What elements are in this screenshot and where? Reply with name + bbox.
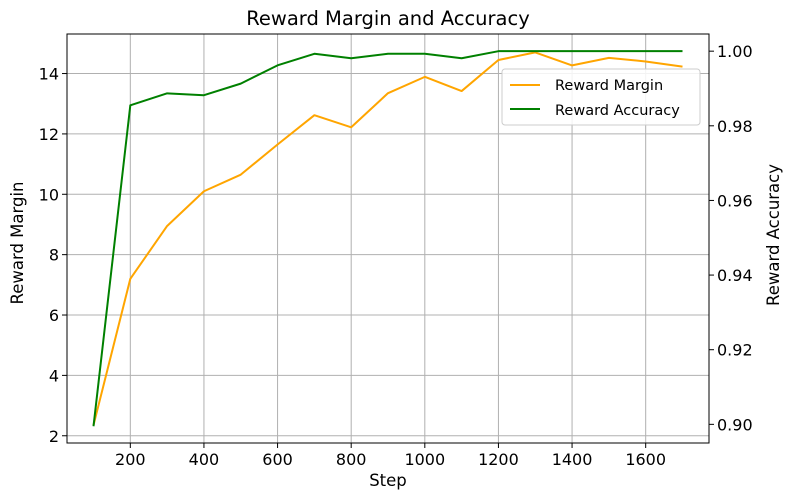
y-left-tick-label: 6 — [49, 306, 59, 325]
legend-label-reward-accuracy: Reward Accuracy — [555, 103, 680, 119]
y-left-tick-label: 10 — [39, 185, 59, 204]
x-tick-label: 1000 — [404, 450, 445, 469]
y-right-tick-label: 0.98 — [717, 117, 753, 136]
x-tick-label: 1600 — [625, 450, 666, 469]
legend-box — [501, 68, 701, 126]
y-right-tick-label: 0.96 — [717, 191, 753, 210]
y-axis-right: 0.90 0.92 0.94 0.96 0.98 1.00 — [709, 42, 753, 434]
x-tick-label: 600 — [262, 450, 293, 469]
x-tick-label: 1400 — [552, 450, 593, 469]
x-tick-label: 400 — [189, 450, 220, 469]
y-right-tick-label: 0.92 — [717, 341, 753, 360]
plot-frame — [66, 33, 710, 444]
x-axis: 200 400 600 800 1000 1200 1400 1600 — [115, 443, 666, 469]
x-tick-label: 1200 — [478, 450, 519, 469]
x-axis-title: Step — [369, 471, 407, 490]
y-right-tick-label: 1.00 — [717, 42, 753, 61]
y-left-tick-label: 12 — [39, 125, 59, 144]
x-tick-label: 200 — [115, 450, 146, 469]
legend-label-reward-margin: Reward Margin — [555, 78, 663, 94]
series-layer — [92, 50, 683, 427]
x-tick-label: 800 — [336, 450, 367, 469]
series-line-reward-accuracy — [92, 50, 683, 427]
y-left-tick-label: 4 — [49, 366, 59, 385]
chart-title: Reward Margin and Accuracy — [246, 7, 530, 30]
y-axis-left: 2 4 6 8 10 12 14 — [39, 65, 67, 446]
y-left-tick-label: 8 — [49, 246, 59, 265]
y-right-tick-label: 0.94 — [717, 266, 753, 285]
series-line-reward-margin — [92, 51, 683, 426]
y-right-tick-label: 0.90 — [717, 415, 753, 434]
legend: Reward Margin Reward Accuracy — [501, 68, 701, 126]
y-axis-right-title: Reward Accuracy — [764, 164, 783, 306]
y-axis-left-title: Reward Margin — [8, 181, 27, 304]
y-left-tick-label: 14 — [39, 65, 59, 84]
y-left-tick-label: 2 — [49, 427, 59, 446]
